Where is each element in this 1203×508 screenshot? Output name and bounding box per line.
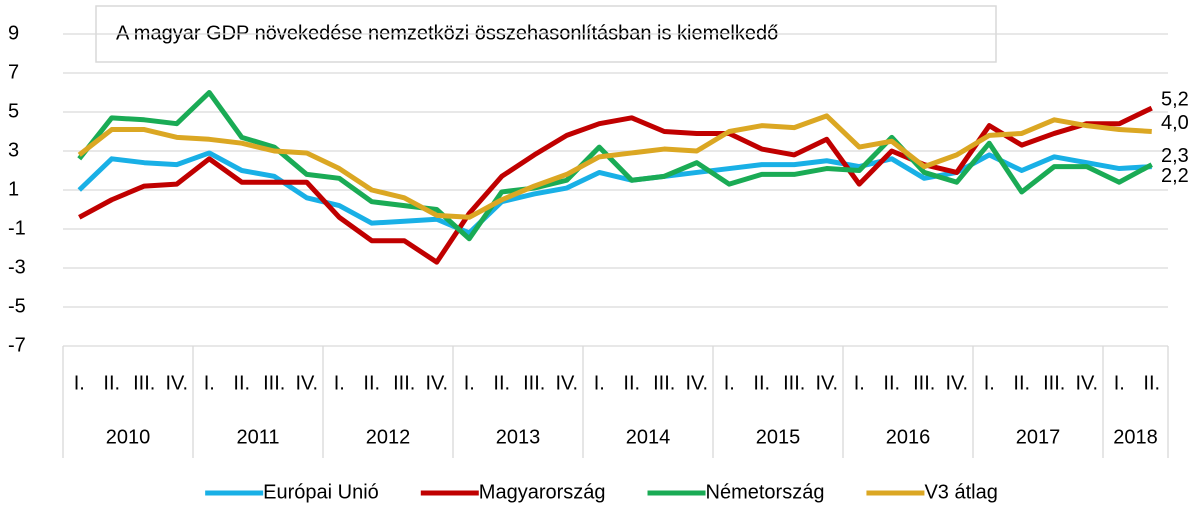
x-tick-label: I.	[464, 372, 475, 394]
x-tick-label: IV.	[815, 372, 838, 394]
x-tick-label: III.	[1043, 372, 1065, 394]
x-tick-label: I.	[724, 372, 735, 394]
y-tick-label: 9	[8, 22, 19, 44]
series-line	[77, 113, 1152, 220]
legend-label: Magyarország	[479, 481, 606, 503]
x-tick-label: I.	[854, 372, 865, 394]
x-tick-label: III.	[133, 372, 155, 394]
y-tick-label: -5	[8, 295, 26, 317]
legend-label: Európai Unió	[263, 481, 379, 503]
y-tick-label: -1	[8, 217, 26, 239]
x-tick-label: I.	[1114, 372, 1125, 394]
x-tick-label: III.	[393, 372, 415, 394]
x-tick-label: II.	[363, 372, 380, 394]
x-tick-label: II.	[493, 372, 510, 394]
x-tick-label: III.	[523, 372, 545, 394]
x-tick-label: IV.	[165, 372, 188, 394]
group-label: 2012	[366, 426, 411, 448]
x-tick-label: III.	[783, 372, 805, 394]
x-tick-label: I.	[984, 372, 995, 394]
x-tick-label: IV.	[685, 372, 708, 394]
x-tick-label: I.	[334, 372, 345, 394]
y-tick-label: 7	[8, 61, 19, 83]
y-tick-label: -3	[8, 256, 26, 278]
x-tick-label: II.	[233, 372, 250, 394]
x-tick-label: IV.	[425, 372, 448, 394]
end-label: 5,2	[1161, 88, 1189, 110]
x-tick-label: I.	[74, 372, 85, 394]
x-tick-label: II.	[1143, 372, 1160, 394]
x-tick-label: III.	[653, 372, 675, 394]
chart-title: A magyar GDP növekedése nemzetközi össze…	[116, 22, 778, 44]
x-tick-label: IV.	[945, 372, 968, 394]
x-tick-label: II.	[883, 372, 900, 394]
group-label: 2016	[886, 426, 931, 448]
x-tick-label: IV.	[555, 372, 578, 394]
group-label: 2018	[1113, 426, 1158, 448]
y-tick-label: 5	[8, 100, 19, 122]
x-tick-label: II.	[623, 372, 640, 394]
x-tick-label: I.	[594, 372, 605, 394]
x-tick-label: IV.	[1075, 372, 1098, 394]
group-label: 2011	[236, 426, 279, 448]
y-tick-label: 3	[8, 139, 19, 161]
group-label: 2015	[756, 426, 801, 448]
end-label: 2,3	[1161, 145, 1189, 167]
x-tick-label: II.	[103, 372, 120, 394]
group-label: 2013	[496, 426, 541, 448]
x-tick-label: III.	[263, 372, 285, 394]
x-tick-label: III.	[913, 372, 935, 394]
legend-label: Németország	[706, 481, 825, 503]
x-tick-label: II.	[753, 372, 770, 394]
legend: Európai Unió Magyarország Németország V3 át…	[205, 481, 998, 503]
group-label: 2017	[1016, 426, 1061, 448]
group-label: 2014	[626, 426, 671, 448]
end-label: 4,0	[1161, 112, 1189, 134]
x-tick-label: I.	[204, 372, 215, 394]
series-line	[78, 105, 1153, 265]
x-tick-label: II.	[1013, 372, 1030, 394]
y-tick-label: -7	[8, 334, 26, 356]
x-tick-label: IV.	[295, 372, 318, 394]
end-label: 2,2	[1161, 165, 1189, 187]
y-tick-label: 1	[8, 178, 19, 200]
series-line	[77, 90, 1153, 242]
group-label: 2010	[106, 426, 151, 448]
legend-label: V3 átlag	[924, 481, 997, 503]
